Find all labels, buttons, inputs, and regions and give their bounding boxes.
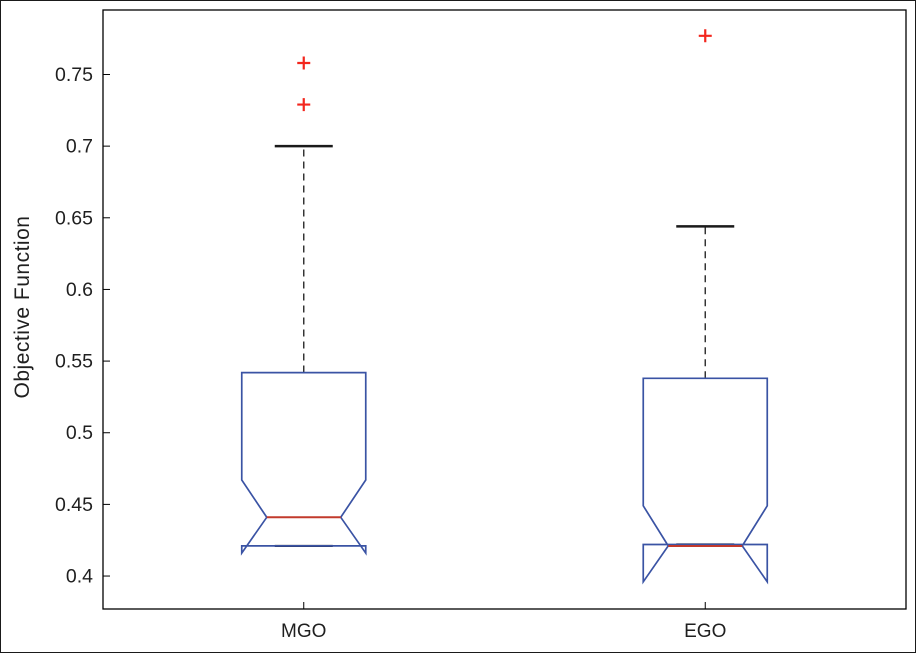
y-tick-label: 0.4	[66, 566, 93, 588]
y-tick-label: 0.55	[55, 351, 93, 373]
outlier-marker-EGO	[698, 29, 712, 43]
y-tick-label: 0.45	[55, 494, 93, 516]
box-MGO	[240, 371, 367, 556]
outlier-marker-MGO	[297, 98, 311, 112]
y-tick-label: 0.75	[55, 64, 93, 86]
box-EGO	[642, 377, 769, 585]
y-tick-label: 0.7	[66, 136, 93, 158]
y-tick-label: 0.6	[66, 279, 93, 301]
y-tick-label: 0.5	[66, 422, 93, 444]
x-category-label: MGO	[281, 621, 326, 642]
outlier-marker-MGO	[297, 56, 311, 70]
x-category-label: EGO	[684, 621, 726, 642]
axes-frame	[102, 9, 907, 610]
y-tick-label: 0.65	[55, 207, 93, 229]
y-axis-label: Objective Function	[11, 215, 34, 399]
